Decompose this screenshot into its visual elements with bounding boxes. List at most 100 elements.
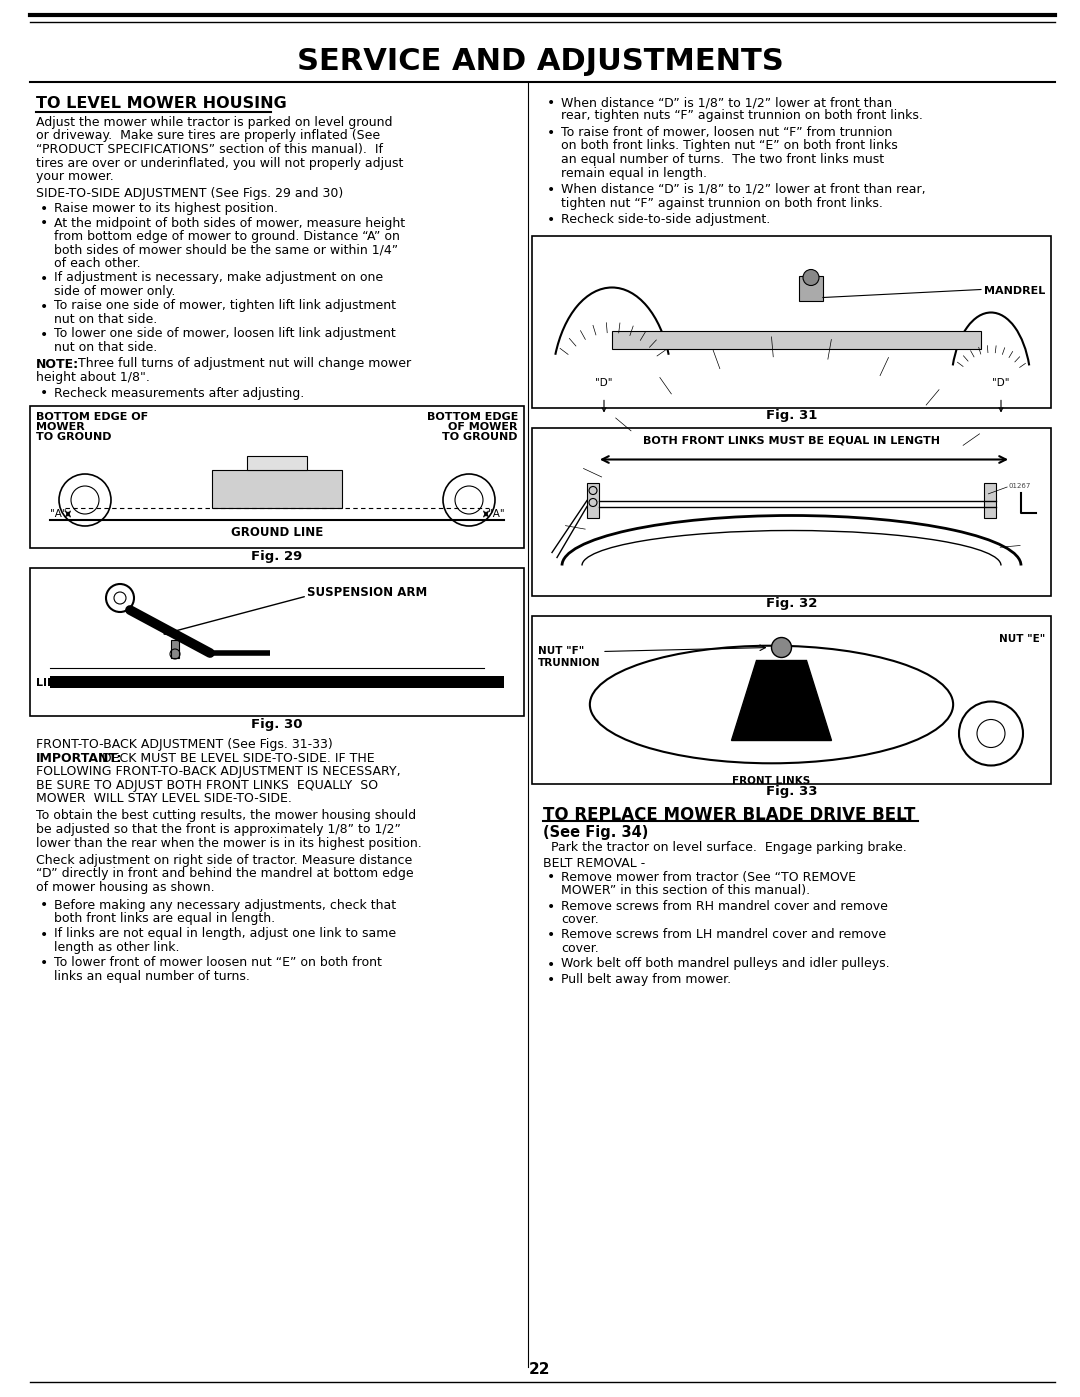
Text: Fig. 29: Fig. 29	[252, 550, 302, 563]
Text: or driveway.  Make sure tires are properly inflated (See: or driveway. Make sure tires are properl…	[36, 130, 380, 142]
Text: •: •	[40, 898, 49, 912]
Text: •: •	[546, 183, 555, 197]
Bar	[532, 427, 1051, 595]
Text: be adjusted so that the front is approximately 1/8” to 1/2”: be adjusted so that the front is approxi…	[36, 823, 401, 835]
Text: TO GROUND: TO GROUND	[36, 432, 111, 441]
Text: "D": "D"	[595, 377, 612, 387]
Text: BELT REMOVAL -: BELT REMOVAL -	[543, 856, 645, 870]
Text: lower than the rear when the mower is in its highest position.: lower than the rear when the mower is in…	[36, 837, 422, 849]
Text: both sides of mower should be the same or within 1/4”: both sides of mower should be the same o…	[54, 243, 399, 257]
Text: Fig. 31: Fig. 31	[766, 409, 818, 422]
Text: Remove screws from RH mandrel cover and remove: Remove screws from RH mandrel cover and …	[561, 900, 888, 912]
Text: of mower housing as shown.: of mower housing as shown.	[36, 882, 215, 894]
Text: BOTH FRONT LINKS MUST BE EQUAL IN LENGTH: BOTH FRONT LINKS MUST BE EQUAL IN LENGTH	[643, 436, 940, 446]
Circle shape	[771, 637, 792, 658]
Bar	[984, 482, 996, 517]
Text: BOTTOM EDGE OF: BOTTOM EDGE OF	[36, 412, 148, 422]
Text: 01267: 01267	[1009, 482, 1031, 489]
Text: •: •	[546, 126, 555, 140]
Text: •: •	[40, 203, 49, 217]
Text: •: •	[546, 96, 555, 110]
Text: cover.: cover.	[561, 942, 598, 956]
Text: nut on that side.: nut on that side.	[54, 341, 158, 353]
Text: To raise one side of mower, tighten lift link adjustment: To raise one side of mower, tighten lift…	[54, 299, 396, 313]
Text: on both front links. Tighten nut “E” on both front links: on both front links. Tighten nut “E” on …	[561, 140, 897, 152]
Text: Remove screws from LH mandrel cover and remove: Remove screws from LH mandrel cover and …	[561, 929, 886, 942]
Text: Fig. 30: Fig. 30	[252, 718, 302, 731]
Text: Recheck side-to-side adjustment.: Recheck side-to-side adjustment.	[561, 212, 770, 226]
Text: •: •	[40, 957, 49, 971]
Text: Remove mower from tractor (See “TO REMOVE: Remove mower from tractor (See “TO REMOV…	[561, 870, 856, 883]
Bar	[799, 275, 823, 300]
Text: To raise front of mower, loosen nut “F” from trunnion: To raise front of mower, loosen nut “F” …	[561, 126, 892, 138]
Text: SUSPENSION ARM: SUSPENSION ARM	[307, 585, 428, 599]
Bar	[171, 640, 179, 658]
Text: DECK MUST BE LEVEL SIDE-TO-SIDE. IF THE: DECK MUST BE LEVEL SIDE-TO-SIDE. IF THE	[98, 752, 375, 764]
Text: your mower.: your mower.	[36, 170, 113, 183]
Text: remain equal in length.: remain equal in length.	[561, 166, 707, 179]
Text: •: •	[40, 327, 49, 341]
Text: Fig. 33: Fig. 33	[766, 785, 818, 799]
Text: "A": "A"	[488, 509, 504, 520]
Text: both front links are equal in length.: both front links are equal in length.	[54, 912, 275, 925]
Text: from bottom edge of mower to ground. Distance “A” on: from bottom edge of mower to ground. Dis…	[54, 231, 400, 243]
Text: 22: 22	[529, 1362, 551, 1376]
Text: "A": "A"	[50, 509, 66, 520]
Text: At the midpoint of both sides of mower, measure height: At the midpoint of both sides of mower, …	[54, 217, 405, 229]
Text: IMPORTANT:: IMPORTANT:	[36, 752, 122, 764]
Text: NUT "F": NUT "F"	[538, 645, 584, 655]
Text: •: •	[40, 299, 49, 313]
Text: Fig. 32: Fig. 32	[766, 598, 818, 610]
Bar	[612, 331, 981, 348]
Text: If links are not equal in length, adjust one link to same: If links are not equal in length, adjust…	[54, 928, 396, 940]
Text: •: •	[546, 929, 555, 943]
Text: SERVICE AND ADJUSTMENTS: SERVICE AND ADJUSTMENTS	[297, 47, 783, 77]
Text: of each other.: of each other.	[54, 257, 140, 270]
Text: Before making any necessary adjustments, check that: Before making any necessary adjustments,…	[54, 898, 396, 911]
Text: When distance “D” is 1/8” to 1/2” lower at front than: When distance “D” is 1/8” to 1/2” lower …	[561, 96, 892, 109]
Bar	[50, 676, 504, 687]
Text: tighten nut “F” against trunnion on both front links.: tighten nut “F” against trunnion on both…	[561, 197, 882, 210]
Polygon shape	[731, 661, 832, 740]
Text: tires are over or underinflated, you will not properly adjust: tires are over or underinflated, you wil…	[36, 156, 403, 169]
Text: LIFT LINK ADJUSTMENT NUT: LIFT LINK ADJUSTMENT NUT	[36, 678, 211, 687]
Text: NUT "E": NUT "E"	[999, 633, 1045, 644]
Text: MOWER  WILL STAY LEVEL SIDE-TO-SIDE.: MOWER WILL STAY LEVEL SIDE-TO-SIDE.	[36, 792, 292, 805]
Text: TO REPLACE MOWER BLADE DRIVE BELT: TO REPLACE MOWER BLADE DRIVE BELT	[543, 806, 916, 823]
Text: "D": "D"	[993, 377, 1010, 387]
Text: “D” directly in front and behind the mandrel at bottom edge: “D” directly in front and behind the man…	[36, 868, 414, 880]
Text: •: •	[546, 212, 555, 226]
Text: •: •	[40, 217, 49, 231]
Bar	[588, 482, 599, 517]
Text: NOTE:: NOTE:	[36, 358, 79, 370]
Text: FOLLOWING FRONT-TO-BACK ADJUSTMENT IS NECESSARY,: FOLLOWING FRONT-TO-BACK ADJUSTMENT IS NE…	[36, 766, 401, 778]
Text: Work belt off both mandrel pulleys and idler pulleys.: Work belt off both mandrel pulleys and i…	[561, 957, 890, 971]
Text: BOTTOM EDGE: BOTTOM EDGE	[427, 412, 518, 422]
Text: To lower one side of mower, loosen lift link adjustment: To lower one side of mower, loosen lift …	[54, 327, 395, 341]
Text: MOWER” in this section of this manual).: MOWER” in this section of this manual).	[561, 884, 810, 897]
Text: side of mower only.: side of mower only.	[54, 285, 175, 298]
Text: length as other link.: length as other link.	[54, 942, 179, 954]
Text: Pull belt away from mower.: Pull belt away from mower.	[561, 972, 731, 986]
Bar	[532, 236, 1051, 408]
Text: Adjust the mower while tractor is parked on level ground: Adjust the mower while tractor is parked…	[36, 116, 392, 129]
Text: links an equal number of turns.: links an equal number of turns.	[54, 970, 249, 983]
Text: GROUND LINE: GROUND LINE	[231, 527, 323, 539]
Bar	[532, 616, 1051, 784]
Text: nut on that side.: nut on that side.	[54, 313, 158, 326]
Circle shape	[804, 270, 819, 285]
Text: •: •	[40, 387, 49, 401]
Text: FRONT LINKS: FRONT LINKS	[732, 775, 811, 785]
Ellipse shape	[590, 645, 954, 763]
Text: •: •	[546, 900, 555, 914]
Bar	[30, 407, 524, 548]
Bar	[212, 469, 342, 509]
Text: OF MOWER: OF MOWER	[448, 422, 518, 432]
Text: MANDREL: MANDREL	[984, 285, 1045, 296]
Text: Raise mower to its highest position.: Raise mower to its highest position.	[54, 203, 278, 215]
Text: TRUNNION: TRUNNION	[538, 658, 600, 668]
Text: “PRODUCT SPECIFICATIONS” section of this manual).  If: “PRODUCT SPECIFICATIONS” section of this…	[36, 142, 383, 156]
Text: MOWER: MOWER	[36, 422, 84, 432]
Text: •: •	[546, 870, 555, 884]
Text: an equal number of turns.  The two front links must: an equal number of turns. The two front …	[561, 154, 885, 166]
